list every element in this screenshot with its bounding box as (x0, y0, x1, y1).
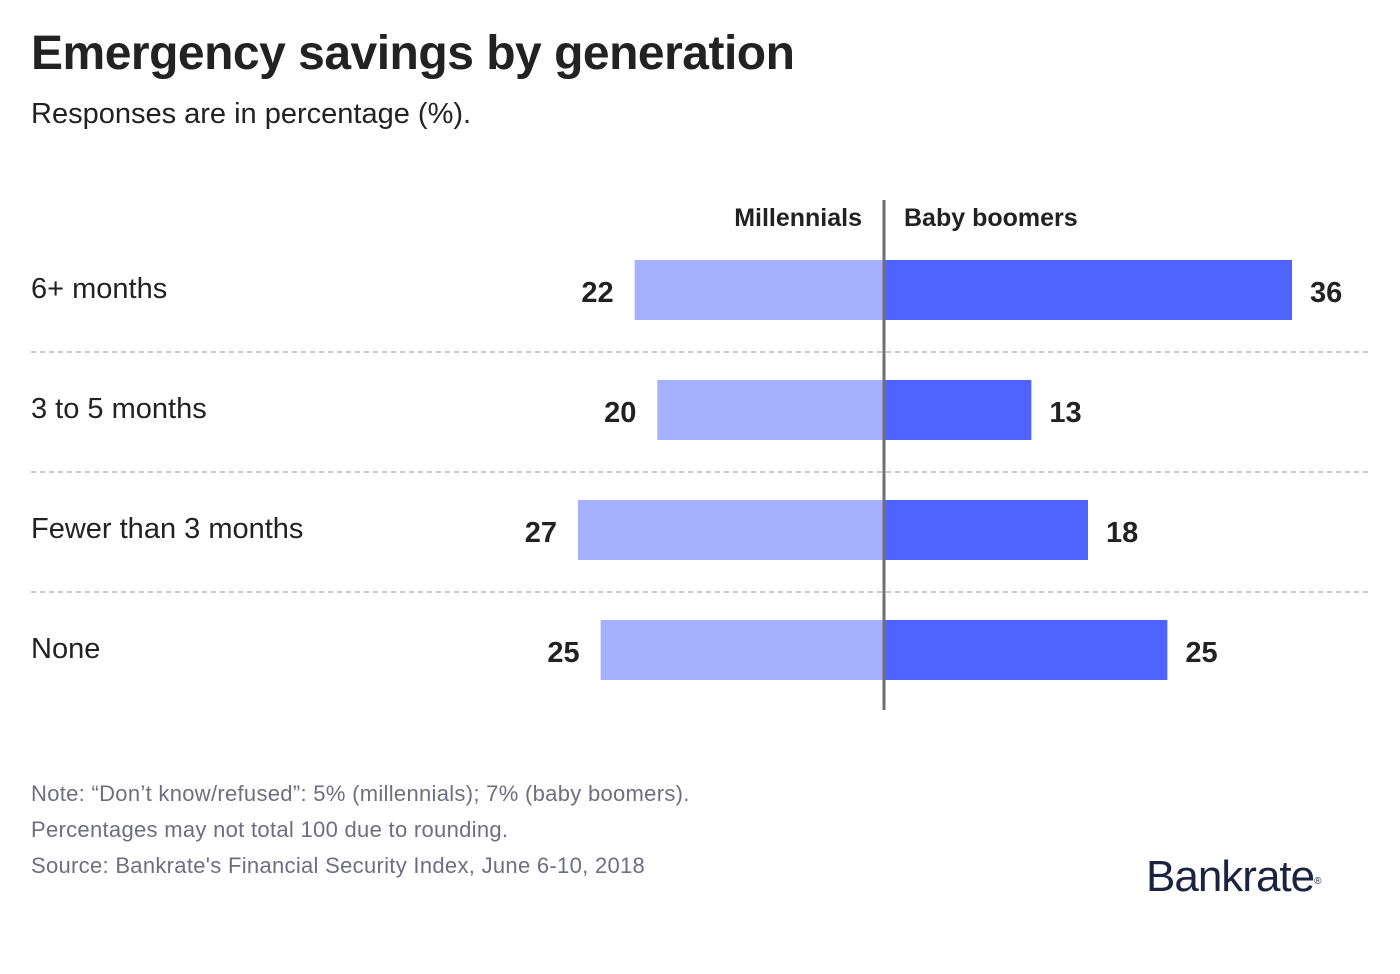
bar-baby-boomers (884, 620, 1168, 680)
bar-millennials (578, 500, 884, 560)
category-label: 3 to 5 months (31, 393, 207, 425)
data-label-baby-boomers: 18 (1106, 517, 1138, 549)
data-label-millennials: 25 (547, 637, 579, 669)
data-label-baby-boomers: 36 (1310, 277, 1342, 309)
bankrate-logo: Bankrate® (1146, 852, 1322, 902)
data-label-millennials: 27 (525, 517, 557, 549)
data-label-baby-boomers: 25 (1185, 637, 1217, 669)
bar-baby-boomers (884, 500, 1088, 560)
data-label-baby-boomers: 13 (1049, 397, 1081, 429)
bar-millennials (634, 260, 884, 320)
footnotes: Note: “Don’t know/refused”: 5% (millenni… (31, 776, 690, 884)
logo-text: Bankrate (1146, 852, 1315, 901)
bar-baby-boomers (884, 260, 1292, 320)
data-label-millennials: 20 (604, 397, 636, 429)
bar-millennials (600, 620, 884, 680)
legend-baby-boomers: Baby boomers (904, 204, 1078, 232)
category-label: Fewer than 3 months (31, 513, 303, 545)
chart-title: Emergency savings by generation (31, 27, 795, 80)
chart-subtitle: Responses are in percentage (%). (31, 98, 472, 130)
source-line: Source: Bankrate's Financial Security In… (31, 853, 646, 878)
category-label: None (31, 633, 100, 665)
bar-millennials (657, 380, 884, 440)
legend-millennials: Millennials (734, 204, 862, 232)
note-line: Percentages may not total 100 due to rou… (31, 817, 509, 842)
category-label: 6+ months (31, 273, 167, 305)
data-label-millennials: 22 (581, 277, 613, 309)
note-line: Note: “Don’t know/refused”: 5% (millenni… (31, 781, 690, 806)
bar-baby-boomers (884, 380, 1032, 440)
logo-mark: ® (1314, 876, 1321, 887)
